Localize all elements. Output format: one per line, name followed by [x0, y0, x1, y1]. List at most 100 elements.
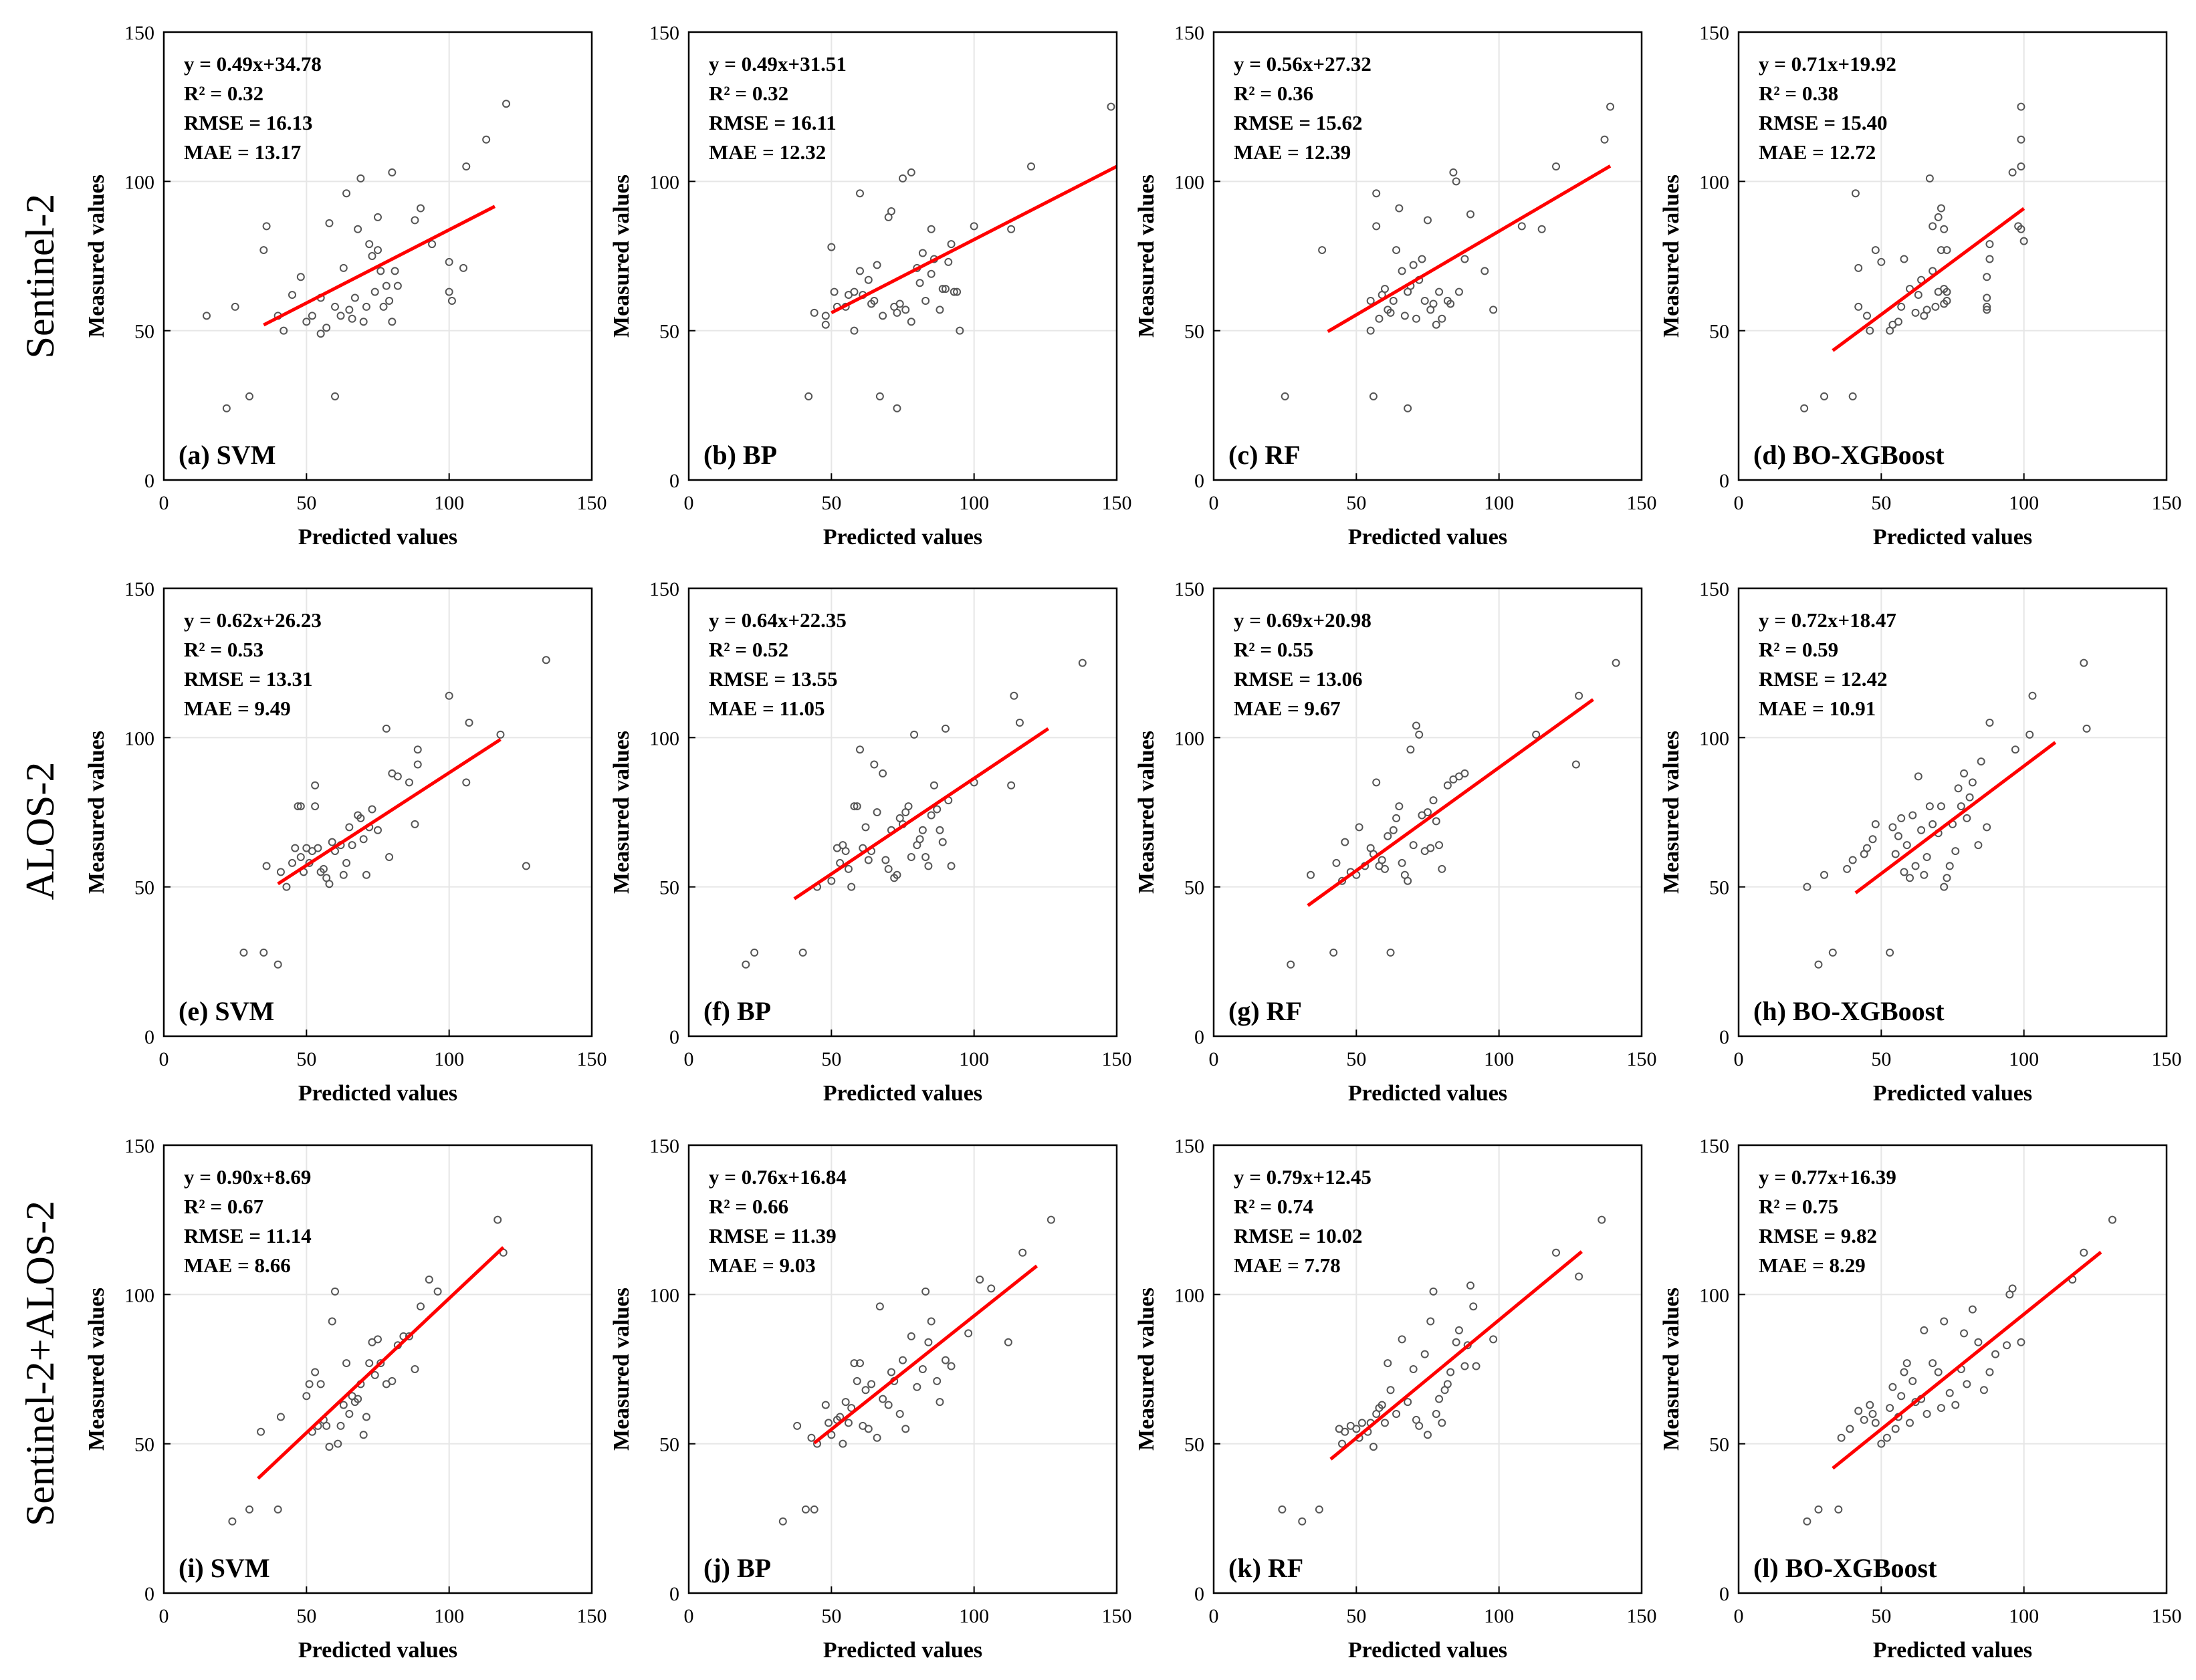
y-tick-label: 150 — [124, 578, 154, 600]
data-point — [1429, 796, 1438, 805]
y-tick-label: 100 — [649, 171, 679, 193]
data-point — [936, 306, 944, 314]
x-tick-label: 50 — [821, 1605, 841, 1627]
data-point — [276, 1413, 285, 1421]
data-point — [924, 862, 933, 870]
data-point — [1911, 308, 1920, 317]
stats-line: y = 0.76x+16.84 — [709, 1165, 847, 1189]
data-point — [376, 1359, 385, 1368]
data-point — [804, 392, 813, 400]
data-point — [942, 1356, 950, 1364]
data-point — [314, 844, 322, 852]
data-point — [325, 219, 334, 227]
data-point — [462, 162, 471, 170]
axes-frame — [1212, 587, 1643, 1038]
plot-area — [1739, 32, 2167, 480]
panel-label: (c) RF — [1228, 440, 1301, 470]
data-point — [918, 1365, 927, 1373]
data-point — [1420, 1350, 1429, 1358]
data-point — [322, 324, 331, 332]
data-point — [1814, 960, 1823, 969]
data-point — [987, 1284, 996, 1293]
axes-frame — [162, 587, 593, 1038]
x-axis-label: Predicted values — [823, 1081, 982, 1106]
y-tick-label: 50 — [1709, 1434, 1729, 1456]
data-point — [927, 811, 936, 820]
data-point — [1934, 1368, 1943, 1376]
data-point — [1452, 1338, 1460, 1346]
data-point — [933, 805, 942, 814]
data-point — [1886, 1404, 1894, 1413]
stats-line: R² = 0.38 — [1759, 82, 1838, 105]
row-label-sentinel-2-alos-2: Sentinel-2+ALOS-2 — [18, 1200, 62, 1526]
chart-panel-6: 0 50 100 150 0 50 100 150 Predicted values Measur… — [609, 578, 1132, 1106]
data-point — [1983, 273, 1991, 281]
x-axis-label: Predicted values — [1348, 525, 1507, 550]
data-point — [1882, 1433, 1891, 1442]
data-point — [1848, 392, 1857, 400]
data-point — [1412, 314, 1420, 323]
data-point — [445, 691, 453, 700]
data-point — [1848, 856, 1857, 864]
data-point — [1432, 817, 1440, 826]
data-point — [1386, 308, 1395, 317]
data-point — [1940, 882, 1949, 891]
data-point — [1800, 404, 1809, 412]
data-point — [915, 835, 924, 844]
data-point — [1954, 784, 1963, 793]
data-point — [1027, 162, 1035, 170]
x-axis-label: Predicted values — [823, 525, 982, 550]
fit-line — [1327, 164, 1612, 334]
data-point — [1888, 823, 1897, 832]
data-point — [793, 1421, 802, 1430]
stats-line: MAE = 12.32 — [709, 140, 826, 164]
data-point — [288, 858, 296, 867]
y-tick-label: 0 — [1194, 470, 1204, 492]
data-point — [1837, 1433, 1846, 1442]
data-point — [1600, 135, 1609, 144]
data-point — [1943, 297, 1951, 305]
data-point — [542, 656, 550, 665]
chart-panel-4: 0 50 100 150 0 50 100 150 Predicted values Measur… — [1659, 22, 2182, 550]
chart-panel-8: 0 50 100 150 0 50 100 150 Predicted values Measur… — [1659, 578, 2182, 1106]
data-point — [1929, 222, 1937, 231]
data-point — [1900, 1368, 1908, 1376]
data-point — [1338, 1439, 1346, 1448]
data-point — [365, 1359, 374, 1368]
data-point — [282, 882, 291, 891]
data-point — [807, 1433, 816, 1442]
data-point — [1894, 832, 1902, 840]
data-point — [933, 1376, 942, 1385]
y-tick-label: 0 — [144, 1026, 154, 1048]
stats-line: y = 0.64x+22.35 — [709, 608, 847, 632]
data-point — [465, 719, 473, 727]
data-point — [2017, 102, 2025, 111]
data-point — [1897, 302, 1906, 311]
stats-line: R² = 0.74 — [1234, 1195, 1313, 1218]
axes-frame — [1737, 1144, 2168, 1594]
data-point — [856, 745, 864, 754]
x-tick-label: 100 — [434, 1605, 464, 1627]
data-point — [1366, 297, 1375, 305]
data-point — [921, 297, 930, 305]
data-point — [1281, 392, 1289, 400]
data-point — [428, 240, 437, 249]
data-point — [1871, 246, 1880, 255]
data-point — [1449, 168, 1458, 176]
data-point — [2080, 658, 2088, 667]
x-axis-label: Predicted values — [1873, 1638, 2032, 1663]
y-tick-label: 100 — [1174, 171, 1204, 193]
data-point — [821, 320, 830, 329]
data-point — [1392, 814, 1401, 822]
fit-line — [257, 1245, 505, 1480]
plot-area — [1739, 1145, 2167, 1593]
stats-line: R² = 0.32 — [184, 82, 263, 105]
data-point — [1047, 1215, 1055, 1224]
data-point — [417, 204, 425, 213]
x-tick-label: 50 — [1871, 1048, 1891, 1070]
stats-line: MAE = 12.72 — [1759, 140, 1876, 164]
data-point — [1372, 189, 1381, 198]
data-point — [273, 960, 282, 969]
x-tick-label: 150 — [577, 1605, 607, 1627]
data-point — [1897, 1392, 1906, 1401]
